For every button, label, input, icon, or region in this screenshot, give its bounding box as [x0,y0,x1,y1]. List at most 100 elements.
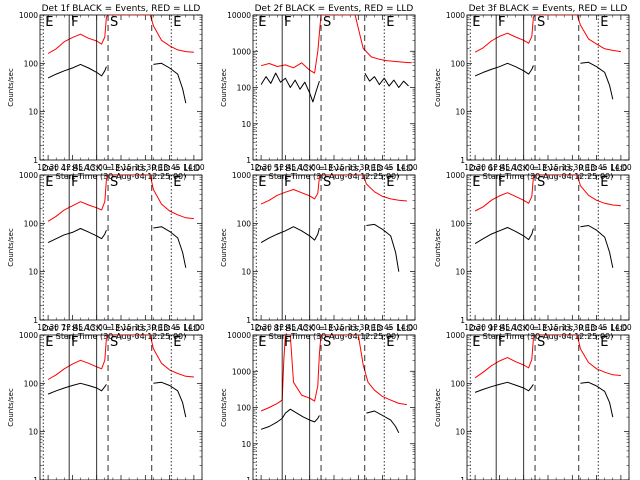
event-marker-label: E [600,15,608,30]
series-line-black [260,72,409,103]
panel-title: Det 9f BLACK = Events, RED = LLD [469,324,628,334]
y-tick-label: 1 [33,316,38,325]
x-tick-label: 14:00 [610,163,632,172]
panel-7: Det 7f BLACK = Events, RED = LLD 1 10 100 10… [7,324,203,480]
y-tick-label: 1000 [232,47,251,56]
y-tick-label: 100 [237,84,252,93]
event-marker-label: F [498,175,505,190]
event-marker-label: F [284,15,291,30]
y-tick-label: 10 [455,108,465,117]
x-tick-label: 13:15 [323,323,345,332]
event-marker-label: E [600,335,608,350]
x-tick-label: 14:00 [610,323,632,332]
axes-frame [466,14,630,161]
y-axis-label: Counts/sec [434,388,442,427]
event-marker-label: F [284,175,291,190]
y-tick-label: 10 [28,108,38,117]
y-tick-label: 10 [455,428,465,437]
event-marker-label: F [71,175,78,190]
y-tick-label: 10 [241,120,251,129]
y-tick-label: 100 [451,59,466,68]
x-tick-label: 12:45 [489,163,511,172]
panel-title: Det 5f BLACK = Events, RED = LLD [255,164,414,174]
y-tick-label: 10 [241,440,251,449]
axes-frame [39,334,203,480]
x-tick-label: 12:30 [37,163,59,172]
y-tick-label: 10000 [227,331,251,340]
event-marker-label: E [45,15,53,30]
event-marker-label: F [498,15,505,30]
x-tick-label: 13:45 [159,163,181,172]
event-marker-label: F [498,335,505,350]
panel-title: Det 2f BLACK = Events, RED = LLD [255,4,414,14]
series-line-red [47,15,194,54]
event-marker-label: S [110,175,118,190]
y-tick-label: 100 [24,379,39,388]
event-marker-label: E [386,335,394,350]
event-marker-label: S [323,15,331,30]
series-line-black [47,381,187,418]
y-tick-label: 10000 [227,11,251,20]
x-tick-label: 12:30 [464,323,486,332]
x-tick-label: 12:30 [37,323,59,332]
x-tick-label: 13:15 [323,163,345,172]
panel-3: Det 3f BLACK = Events, RED = LLD 1 10 100 10… [434,4,632,181]
panel-2: Det 2f BLACK = Events, RED = LLD 1 10 100 10… [220,4,418,181]
event-marker-label: E [45,175,53,190]
y-tick-label: 100 [24,59,39,68]
x-tick-label: 13:15 [110,163,132,172]
series-line-black [474,381,614,418]
series-line-red [260,15,412,74]
series-line-red [47,175,194,222]
y-tick-label: 1000 [19,11,38,20]
y-tick-label: 100 [451,219,466,228]
y-tick-label: 1000 [19,171,38,180]
x-tick-label: 13:45 [159,323,181,332]
x-tick-label: 12:45 [275,163,297,172]
x-tick-label: 13:30 [347,323,369,332]
panel-5: Det 5f BLACK = Events, RED = LLD 1 10 100 10… [220,164,418,341]
y-tick-label: 1000 [232,171,251,180]
event-marker-label: E [600,175,608,190]
event-marker-label: F [71,335,78,350]
axes-frame [466,334,630,480]
event-marker-label: E [173,15,181,30]
x-tick-label: 12:45 [62,323,84,332]
x-tick-label: 12:45 [62,163,84,172]
panel-title: Det 8f BLACK = Events, RED = LLD [255,324,414,334]
axes-frame [39,14,203,161]
series-line-black [47,226,187,268]
y-tick-label: 1 [460,156,465,165]
event-marker-label: S [323,335,331,350]
series-line-black [474,61,614,100]
panel-8: Det 8f BLACK = Events, RED = LLD 1 10 100 10… [220,324,416,480]
x-tick-label: 13:30 [134,323,156,332]
series-line-black [260,408,400,434]
y-tick-label: 1000 [446,331,465,340]
x-tick-label: 12:30 [464,163,486,172]
series-line-red [474,335,621,379]
axes-frame [252,334,416,480]
y-tick-label: 1 [246,476,251,480]
panel-1: Det 1f BLACK = Events, RED = LLD 1 10 100 10… [7,4,205,181]
y-tick-label: 1000 [446,171,465,180]
y-axis-label: Counts/sec [7,228,15,267]
y-tick-label: 100 [237,404,252,413]
axes-frame [252,174,416,321]
event-marker-label: E [472,175,480,190]
y-axis-label: Counts/sec [7,68,15,107]
y-tick-label: 10 [241,268,251,277]
event-marker-label: E [258,335,266,350]
x-tick-label: 13:15 [537,163,559,172]
y-tick-label: 1 [460,476,465,480]
y-axis-label: Counts/sec [220,388,228,427]
x-tick-label: 13:00 [513,323,535,332]
axes-frame [466,174,630,321]
y-axis-label: Counts/sec [434,68,442,107]
y-tick-label: 1 [33,476,38,480]
x-tick-label: 13:00 [86,163,108,172]
x-tick-label: 14:00 [396,323,418,332]
x-tick-label: 13:30 [561,163,583,172]
panel-9: Det 9f BLACK = Events, RED = LLD 1 10 100 10… [434,324,630,480]
y-tick-label: 10 [28,268,38,277]
